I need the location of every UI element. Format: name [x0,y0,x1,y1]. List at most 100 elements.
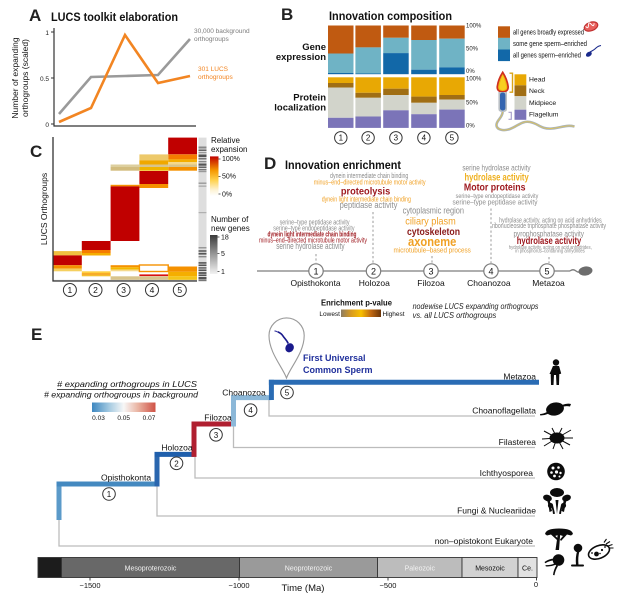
svg-text:3: 3 [214,431,219,440]
svg-text:3: 3 [121,285,126,295]
svg-text:non–opistokont Eukaryote: non–opistokont Eukaryote [435,536,534,546]
svg-text:0.03: 0.03 [92,415,105,422]
svg-text:4: 4 [488,266,493,276]
svg-text:dynein light intermediate chai: dynein light intermediate chain binding [322,196,411,203]
svg-text:ribonucleoside triphosphate ph: ribonucleoside triphosphate phosphatase … [492,223,606,230]
svg-text:new genes: new genes [211,224,250,233]
svg-text:Common Sperm: Common Sperm [303,365,373,375]
svg-text:100%: 100% [222,156,240,163]
svg-text:50%: 50% [466,47,479,53]
svg-text:Neck: Neck [529,88,545,95]
svg-text:2: 2 [371,266,376,276]
svg-text:0.05: 0.05 [117,415,130,422]
svg-text:0%: 0% [466,124,475,130]
svg-text:1: 1 [313,266,318,276]
svg-text:pyrophosphatase activity: pyrophosphatase activity [513,229,584,239]
svg-text:serine–type endopeptidase acti: serine–type endopeptidase activity [456,193,539,200]
svg-text:50%: 50% [466,101,479,107]
svg-text:Mesozoic: Mesozoic [475,565,505,572]
svg-text:Innovation composition: Innovation composition [329,11,452,23]
svg-text:1: 1 [221,269,225,276]
svg-text:−500: −500 [380,581,397,590]
svg-text:Lowest: Lowest [319,311,340,318]
svg-text:Filozoa: Filozoa [417,278,445,288]
svg-text:Motor proteins: Motor proteins [464,182,526,193]
svg-text:5: 5 [221,251,225,258]
svg-text:1: 1 [45,30,49,37]
svg-text:Mesoproterozoic: Mesoproterozoic [125,565,177,572]
svg-text:Holozoa: Holozoa [359,278,390,288]
svg-text:1: 1 [339,134,344,143]
svg-text:cytoskeleton: cytoskeleton [407,227,460,238]
svg-text:localization: localization [274,103,326,114]
svg-text:Filozoa: Filozoa [204,413,232,423]
svg-text:2: 2 [174,459,179,468]
svg-text:4: 4 [150,285,155,295]
svg-text:D: D [264,154,276,173]
svg-text:LUCS toolkit elaboration: LUCS toolkit elaboration [51,12,178,24]
svg-text:Time (Ma): Time (Ma) [282,583,325,594]
svg-text:serine–type endopeptidase acti: serine–type endopeptidase activity [273,225,355,232]
svg-text:50%: 50% [222,174,236,181]
svg-text:axoneme: axoneme [408,235,456,249]
svg-text:Opisthokonta: Opisthokonta [290,278,340,288]
svg-text:Relative: Relative [211,136,240,145]
svg-text:Number of expanding: Number of expanding [10,37,20,119]
svg-text:serine hydrolase activity: serine hydrolase activity [276,241,345,251]
svg-text:Paleozoic: Paleozoic [405,565,436,572]
svg-text:Midpiece: Midpiece [529,100,556,107]
svg-text:0.5: 0.5 [40,76,49,83]
svg-text:vs. all LUCS orthogroups: vs. all LUCS orthogroups [413,310,497,320]
svg-text:First Universal: First Universal [303,353,366,363]
svg-text:301 LUCS: 301 LUCS [198,66,229,73]
svg-text:Choanoflagellata: Choanoflagellata [472,406,536,416]
svg-text:−1000: −1000 [228,581,249,590]
svg-text:Enrichment p-value: Enrichment p-value [321,298,392,308]
svg-text:5: 5 [544,266,549,276]
svg-text:3: 3 [394,134,399,143]
svg-text:2: 2 [366,134,371,143]
svg-text:dynein light intermediate chai: dynein light intermediate chain binding [268,232,357,239]
svg-text:serine–type peptidase activity: serine–type peptidase activity [280,219,350,226]
svg-text:Metazoa: Metazoa [532,278,565,288]
svg-text:# expanding orthogroups in LUC: # expanding orthogroups in LUCS [57,380,198,389]
svg-text:B: B [281,5,293,24]
svg-text:Highest: Highest [383,311,405,318]
svg-text:Holozoa: Holozoa [161,443,192,453]
svg-text:E: E [31,325,42,344]
svg-text:Ce.: Ce. [522,565,533,572]
svg-text:hydrolase activity, acting on: hydrolase activity, acting on acid anhyd… [499,218,602,225]
svg-text:Opisthokonta: Opisthokonta [101,473,151,483]
svg-text:30,000 background: 30,000 background [194,28,250,35]
svg-text:Filasterea: Filasterea [499,437,537,447]
svg-text:orthogroups: orthogroups [198,74,233,81]
svg-text:serine–type peptidase activity: serine–type peptidase activity [453,197,538,206]
svg-text:# expanding orthogroups in bac: # expanding orthogroups in background [44,391,199,400]
svg-text:18: 18 [221,235,229,242]
svg-text:hydrolase activity: hydrolase activity [465,172,529,184]
svg-text:C: C [30,142,42,161]
svg-text:expansion: expansion [211,145,247,154]
svg-text:0.07: 0.07 [143,415,156,422]
svg-text:proteolysis: proteolysis [341,185,391,197]
svg-text:−1500: −1500 [79,581,100,590]
svg-text:ciliary plasm: ciliary plasm [405,216,456,228]
svg-text:0%: 0% [466,69,475,75]
svg-text:100%: 100% [466,77,482,83]
svg-text:minus–end–directed microtubule: minus–end–directed microtubule motor act… [259,238,367,245]
svg-text:orthogroups (scaled): orthogroups (scaled) [20,39,30,117]
svg-text:Choanozoa: Choanozoa [222,388,266,398]
svg-text:expression: expression [276,52,326,63]
svg-text:4: 4 [248,406,253,415]
svg-text:serine hydrolase activity: serine hydrolase activity [462,163,531,173]
svg-text:Number of: Number of [211,215,249,224]
svg-text:5: 5 [285,389,290,398]
svg-text:Gene: Gene [302,42,326,53]
svg-text:1: 1 [68,285,73,295]
svg-text:in phosphorus–containing anhyd: in phosphorus–containing anhydrides [515,249,585,255]
svg-text:microtubule–based process: microtubule–based process [394,248,472,255]
svg-text:0%: 0% [222,192,232,199]
svg-text:0: 0 [45,122,49,129]
svg-text:Choanozoa: Choanozoa [467,278,511,288]
svg-text:Head: Head [529,77,545,84]
